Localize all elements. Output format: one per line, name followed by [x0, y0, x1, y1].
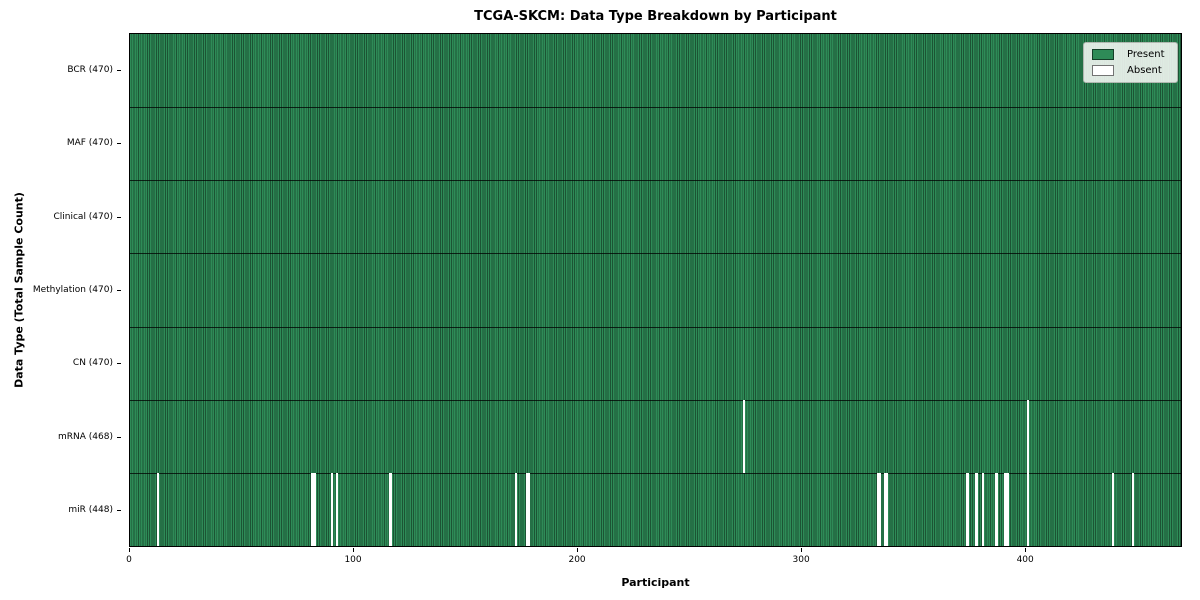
y-tick-label-clinical: Clinical (470) [53, 211, 113, 222]
absent-cell-mir-338 [885, 472, 889, 546]
absent-cell-mir-392 [1006, 472, 1009, 546]
x-tick-label-300: 300 [792, 555, 810, 565]
absent-cell-mir-178 [528, 472, 531, 546]
y-tick-mark [117, 510, 121, 512]
x-axis-label: Participant [621, 576, 690, 589]
y-tick-label-mir: miR (448) [68, 505, 113, 516]
absent-cell-mir-82 [313, 472, 316, 546]
row-separator [130, 107, 1181, 109]
row-separator [130, 326, 1181, 328]
legend: Present Absent [1083, 42, 1178, 83]
absent-cell-mrna-274 [742, 399, 745, 473]
x-tick-mark [129, 548, 130, 552]
absent-cell-mir-391 [1004, 472, 1007, 546]
absent-cell-mir-401 [1026, 472, 1029, 546]
y-tick-label-cn: CN (470) [72, 358, 113, 369]
x-tick-label-400: 400 [1016, 555, 1034, 565]
y-tick-mark [117, 436, 121, 438]
absent-cell-mir-374 [966, 472, 969, 546]
y-tick-label-maf: MAF (470) [66, 138, 113, 149]
y-tick-label-methylation: Methylation (470) [32, 285, 113, 295]
legend-item-absent: Absent [1092, 65, 1169, 76]
legend-label-absent: Absent [1127, 65, 1162, 76]
absent-cell-mir-448 [1131, 472, 1135, 546]
y-tick-mark [117, 69, 121, 71]
absent-cell-mir-378 [975, 472, 978, 546]
row-separator [130, 180, 1181, 182]
chart-title: TCGA-SKCM: Data Type Breakdown by Partic… [474, 9, 837, 24]
x-tick-mark [353, 548, 355, 552]
absent-cell-mir-116 [389, 472, 392, 546]
y-tick-mark [117, 216, 121, 218]
absent-cell-mir-381 [981, 472, 985, 546]
x-axis-ticks: 0 100 200 300 400 [126, 548, 1182, 570]
x-tick-label-0: 0 [126, 555, 132, 565]
absent-cell-mir-337 [883, 472, 886, 546]
absent-cell-mir-439 [1111, 472, 1114, 546]
absent-cell-mir-177 [525, 472, 529, 546]
absent-cell-mrna-401 [1026, 399, 1029, 473]
absent-cell-mir-81 [311, 472, 314, 546]
y-tick-mark [117, 363, 121, 365]
legend-item-present: Present [1092, 49, 1169, 60]
absent-cell-mir-172 [514, 472, 517, 546]
absent-cell-mir-334 [876, 472, 880, 546]
plot-area [129, 33, 1182, 547]
absent-cell-mir-387 [995, 472, 998, 546]
y-tick-label-mrna: mRNA (468) [58, 431, 113, 442]
x-tick-mark [801, 548, 803, 552]
x-tick-mark [577, 548, 579, 552]
absent-cell-mir-12 [156, 472, 160, 546]
y-tick-mark [117, 143, 121, 145]
absent-cell-mir-335 [879, 472, 882, 546]
y-axis-ticks: BCR (470) MAF (470) Clinical (470) Methylat… [0, 33, 121, 547]
x-tick-mark [1025, 548, 1027, 552]
x-tick-label-200: 200 [568, 555, 586, 565]
present-swatch-icon [1092, 49, 1114, 60]
legend-label-present: Present [1127, 49, 1165, 60]
x-tick-label-100: 100 [344, 555, 362, 565]
row-separator [130, 399, 1181, 401]
y-tick-label-bcr: BCR (470) [67, 64, 113, 75]
row-separator [130, 472, 1181, 474]
y-tick-mark [117, 290, 121, 291]
absent-cell-mir-90 [331, 472, 334, 546]
absent-swatch-icon [1092, 65, 1114, 76]
row-separator [130, 253, 1181, 255]
absent-cell-mir-92 [335, 472, 338, 546]
